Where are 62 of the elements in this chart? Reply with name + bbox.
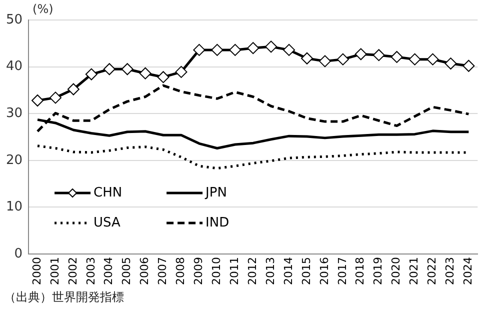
- x-tick-label: 2020: [390, 257, 403, 286]
- point: [462, 60, 475, 72]
- x-tick-label: 2009: [192, 257, 206, 286]
- x-tick-label: 2000: [30, 257, 44, 286]
- point: [32, 94, 44, 106]
- point: [229, 44, 242, 56]
- x-tick-label: 2018: [354, 257, 367, 286]
- point: [283, 44, 296, 56]
- x-tick-label: 2024: [462, 257, 475, 286]
- point: [49, 92, 62, 104]
- point: [336, 53, 349, 66]
- point: [390, 50, 403, 63]
- x-tick-label: 2016: [318, 257, 331, 286]
- text: （出典）世界開発指標: [3, 289, 125, 306]
- x-tick-label: 2011: [228, 257, 241, 286]
- x-tick-label: 2003: [84, 257, 98, 286]
- point: [265, 40, 278, 53]
- point: [103, 63, 116, 76]
- legend-label: JPN: [204, 185, 227, 200]
- y-tick-label: 50: [6, 12, 23, 28]
- x-tick-label: 2013: [264, 257, 277, 286]
- y-tick-label: 30: [6, 106, 23, 121]
- x-tick-label: 2005: [120, 257, 134, 286]
- point: [121, 63, 134, 76]
- point: [67, 83, 80, 96]
- legend-label: IND: [206, 215, 230, 230]
- x-tick-label: 2007: [156, 257, 170, 286]
- x-tick-label: 2015: [300, 257, 313, 286]
- point: [211, 44, 224, 56]
- point: [193, 44, 206, 56]
- y-tick-label: 40: [6, 59, 23, 74]
- point: [139, 67, 152, 80]
- x-tick-label: 2014: [282, 257, 295, 286]
- point: [354, 48, 367, 60]
- point: [426, 53, 439, 66]
- legend-label: USA: [94, 215, 121, 230]
- x-tick-label: 2022: [426, 257, 439, 286]
- x-tick-label: 2004: [102, 257, 116, 286]
- x-tick-label: 2006: [138, 257, 152, 286]
- legend-label: CHN: [94, 185, 122, 200]
- point: [318, 55, 331, 68]
- point: [408, 53, 421, 66]
- point: [444, 58, 457, 70]
- y-tick-label: 10: [6, 200, 23, 215]
- x-tick-label: 2012: [246, 257, 259, 286]
- x-tick-label: 2001: [48, 257, 62, 286]
- point: [247, 42, 260, 54]
- x-tick-label: 2023: [444, 257, 457, 286]
- x-tick-label: 2002: [66, 257, 80, 286]
- x-tick-label: 2017: [336, 257, 349, 286]
- point: [372, 49, 385, 62]
- x-tick-label: 2008: [174, 257, 188, 286]
- y-axis-title: (%): [32, 2, 54, 16]
- point: [85, 68, 98, 80]
- point: [300, 52, 313, 64]
- point: [157, 71, 170, 84]
- x-tick-label: 2019: [372, 257, 385, 286]
- point: [175, 66, 188, 78]
- x-tick-label: 2010: [210, 257, 224, 286]
- y-tick-label: 20: [6, 152, 23, 168]
- y-tick-label: 0: [14, 246, 23, 262]
- x-tick-label: 2021: [408, 257, 421, 286]
